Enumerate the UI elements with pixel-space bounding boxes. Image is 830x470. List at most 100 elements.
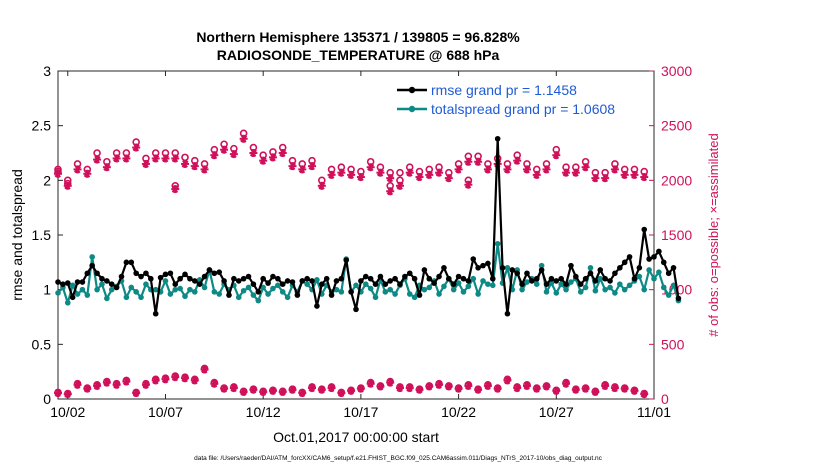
rmse-series-point (587, 270, 594, 277)
chart-title-line1: Northern Hemisphere 135371 / 139805 = 96… (196, 29, 520, 45)
rmse-series-point (465, 278, 472, 284)
low-assimilated-obs-point-stroke (484, 382, 492, 390)
assimilated-obs-point (317, 181, 326, 190)
assimilated-obs-point-stroke (572, 169, 580, 177)
low-assimilated-obs-point-stroke (357, 385, 365, 393)
low-assimilated-obs-point (395, 384, 404, 393)
low-assimilated-obs-point (132, 388, 141, 397)
rmse-series-point (612, 270, 618, 277)
assimilated-obs-point (278, 149, 287, 157)
low-assimilated-obs-point-stroke (220, 385, 228, 393)
totalspread-series-point (245, 284, 252, 291)
x-tick-label: 10/27 (539, 404, 574, 420)
rmse-series-point (74, 279, 81, 285)
low-assimilated-obs-point (210, 379, 219, 388)
low-assimilated-obs-point (259, 387, 268, 396)
rmse-series-point (133, 270, 139, 277)
low-assimilated-obs-point-stroke (464, 382, 472, 390)
rmse-series-point (79, 279, 86, 285)
low-assimilated-obs-point (200, 365, 209, 374)
assimilated-obs-point (112, 154, 121, 163)
assimilated-obs-point (249, 149, 258, 157)
assimilated-obs-point (93, 155, 102, 164)
y-tick-label-right: 500 (661, 336, 685, 352)
low-assimilated-obs-point-stroke (415, 386, 424, 394)
totalspread-series-point (279, 289, 286, 295)
low-assimilated-obs-point (464, 381, 473, 390)
low-assimilated-obs-point-stroke (230, 384, 238, 392)
rmse-series-point (162, 271, 169, 278)
rmse-series-point (529, 278, 535, 284)
assimilated-obs-point (522, 165, 531, 174)
assimilated-obs-point-stroke (171, 185, 179, 193)
totalspread-series-point (143, 281, 149, 288)
totalspread-series-point (84, 292, 91, 298)
rmse-series-point (573, 273, 579, 280)
assimilated-obs-point-stroke (386, 174, 394, 182)
low-assimilated-obs-point (425, 382, 434, 391)
totalspread-series-point (651, 275, 657, 282)
y-tick-label-left: 0 (43, 391, 51, 407)
rmse-series-point (607, 278, 613, 284)
low-assimilated-obs-point-stroke (630, 387, 638, 395)
assimilated-obs-point (425, 170, 434, 179)
assimilated-obs-point-stroke (171, 154, 179, 163)
rmse-series-point (206, 267, 213, 273)
assimilated-obs-point-stroke (523, 165, 531, 173)
totalspread-series-point (617, 281, 623, 288)
rmse-series-point (177, 275, 183, 282)
assimilated-obs-point-stroke (503, 165, 511, 173)
low-assimilated-obs-point (640, 390, 649, 399)
rmse-series-point (514, 270, 521, 277)
rmse-series-point (167, 270, 174, 277)
low-assimilated-obs-point-stroke (298, 389, 306, 397)
legend-rmse-marker (408, 86, 416, 94)
rmse-series-point (519, 281, 525, 288)
x-tick-label: 10/12 (246, 404, 281, 420)
assimilated-obs-point-stroke (396, 182, 404, 190)
rmse-series-point (348, 289, 354, 295)
assimilated-obs-point-stroke (455, 165, 463, 173)
assimilated-obs-point-stroke (611, 165, 619, 173)
rmse-series-point (353, 306, 359, 313)
low-assimilated-obs-point-stroke (406, 384, 414, 392)
totalspread-series-point (553, 290, 560, 296)
assimilated-obs-point-stroke (464, 181, 472, 189)
totalspread-series-point (255, 297, 262, 304)
low-assimilated-obs-point-stroke (122, 377, 130, 386)
low-assimilated-obs-point-stroke (611, 384, 619, 392)
x-tick-label: 10/22 (441, 404, 476, 420)
rmse-series-point (504, 310, 511, 317)
totalspread-series-point (582, 284, 589, 291)
assimilated-obs-point-stroke (181, 160, 189, 168)
assimilated-obs-point (308, 162, 317, 171)
assimilated-obs-point (102, 163, 111, 172)
totalspread-series-point (108, 286, 115, 293)
legend-spread-marker (408, 105, 416, 113)
rmse-series-point (108, 281, 115, 288)
totalspread-series-point (533, 281, 540, 288)
assimilated-obs-point (200, 165, 209, 174)
assimilated-obs-point (532, 170, 541, 179)
rmse-series-point (231, 275, 237, 282)
totalspread-series-point (406, 291, 413, 297)
rmse-series-point (631, 275, 638, 282)
low-assimilated-obs-point (356, 384, 365, 393)
totalspread-series-point (670, 282, 677, 289)
assimilated-obs-point (171, 154, 180, 163)
assimilated-obs-point (630, 170, 639, 179)
assimilated-obs-point (395, 181, 404, 190)
assimilated-obs-point-stroke (74, 165, 82, 173)
totalspread-series-point (265, 291, 271, 297)
low-assimilated-obs-point (93, 381, 102, 390)
assimilated-obs-point (132, 143, 141, 152)
rmse-series-point (113, 284, 120, 291)
totalspread-series-point (558, 281, 564, 288)
assimilated-obs-point-stroke (601, 174, 609, 182)
totalspread-series-point (421, 286, 428, 293)
totalspread-series-point (411, 294, 418, 301)
low-assimilated-obs-point (317, 385, 326, 394)
rmse-series-point (338, 275, 345, 282)
low-assimilated-obs-point-stroke (474, 386, 482, 394)
totalspread-series-point (602, 286, 608, 293)
